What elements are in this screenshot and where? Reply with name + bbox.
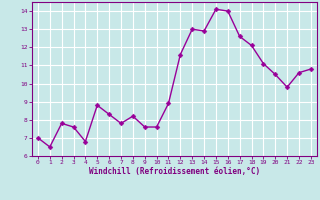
X-axis label: Windchill (Refroidissement éolien,°C): Windchill (Refroidissement éolien,°C) bbox=[89, 167, 260, 176]
